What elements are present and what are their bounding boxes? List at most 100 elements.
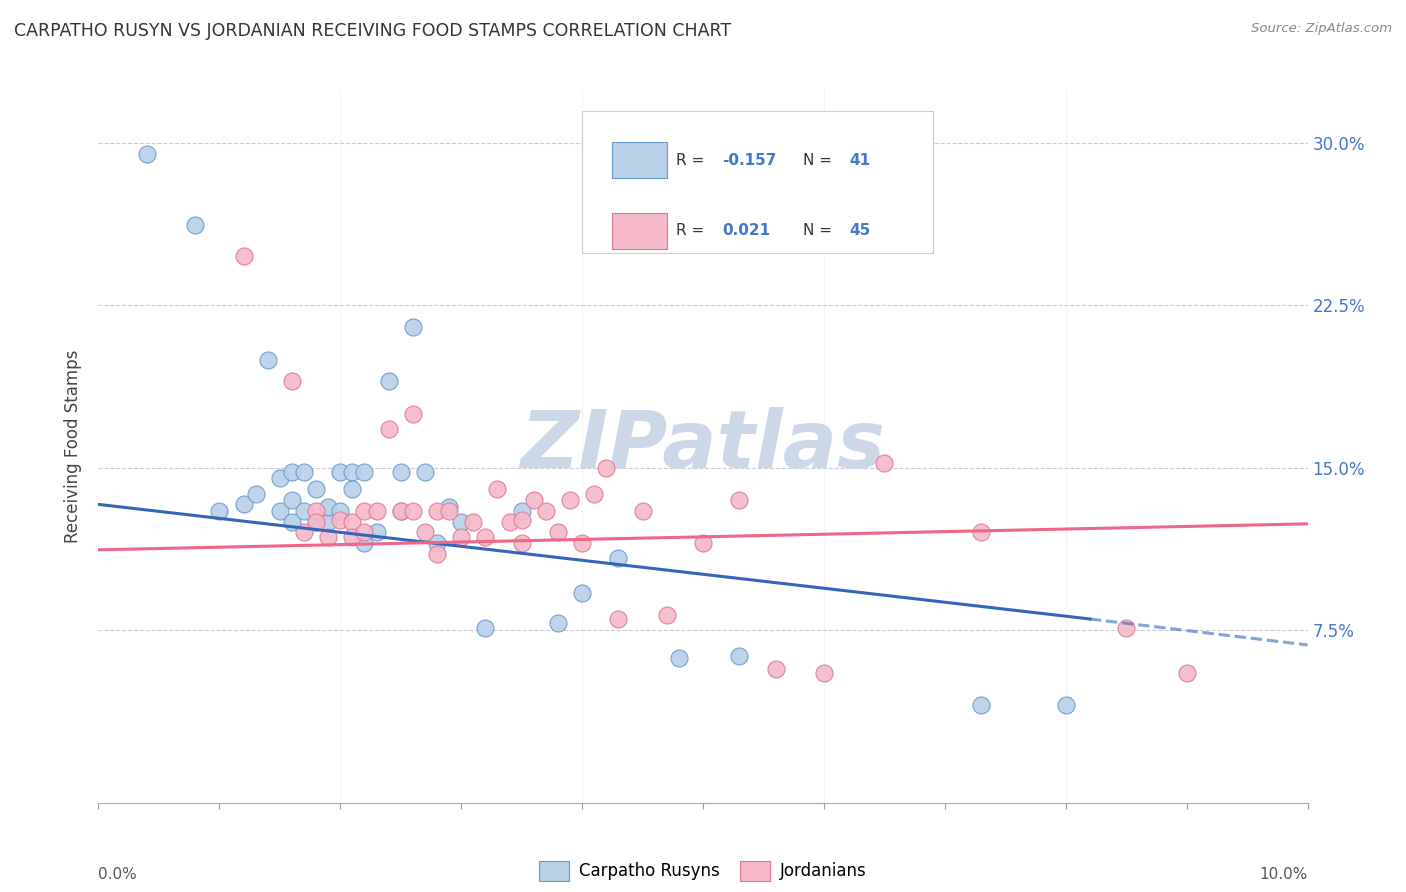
Point xyxy=(305,482,328,496)
Text: Source: ZipAtlas.com: Source: ZipAtlas.com xyxy=(1251,22,1392,36)
FancyBboxPatch shape xyxy=(613,142,666,178)
Point xyxy=(208,504,231,518)
Point xyxy=(292,465,315,479)
Point xyxy=(692,536,714,550)
Point xyxy=(450,530,472,544)
Point xyxy=(1054,698,1077,713)
Point xyxy=(292,525,315,540)
Point xyxy=(389,465,412,479)
Point xyxy=(413,525,436,540)
Point xyxy=(184,219,207,233)
Text: CARPATHO RUSYN VS JORDANIAN RECEIVING FOOD STAMPS CORRELATION CHART: CARPATHO RUSYN VS JORDANIAN RECEIVING FO… xyxy=(14,22,731,40)
Point xyxy=(135,147,157,161)
Point xyxy=(437,504,460,518)
Point xyxy=(486,482,509,496)
Point xyxy=(316,515,339,529)
Point xyxy=(377,374,399,388)
FancyBboxPatch shape xyxy=(613,213,666,249)
Point xyxy=(970,525,993,540)
Point xyxy=(342,530,364,544)
Point xyxy=(353,525,375,540)
Point xyxy=(571,536,593,550)
Point xyxy=(281,374,304,388)
Point xyxy=(232,249,254,263)
Point xyxy=(474,621,496,635)
Text: -0.157: -0.157 xyxy=(723,153,776,168)
Point xyxy=(402,320,425,334)
Point xyxy=(523,493,546,508)
Point xyxy=(426,547,449,561)
Point xyxy=(245,486,267,500)
Point xyxy=(366,504,388,518)
Point xyxy=(353,536,375,550)
Point xyxy=(813,666,835,681)
Point xyxy=(269,471,291,485)
Point xyxy=(873,456,896,470)
Point xyxy=(668,651,690,665)
Point xyxy=(269,504,291,518)
Point xyxy=(1115,621,1137,635)
Legend: Carpatho Rusyns, Jordanians: Carpatho Rusyns, Jordanians xyxy=(533,855,873,888)
Point xyxy=(595,460,617,475)
Point xyxy=(366,525,388,540)
Point xyxy=(970,698,993,713)
Point xyxy=(510,512,533,526)
Point xyxy=(305,515,328,529)
Point xyxy=(281,493,304,508)
Text: 45: 45 xyxy=(849,223,870,238)
Point xyxy=(316,530,339,544)
Text: ZIPatlas: ZIPatlas xyxy=(520,407,886,485)
Point xyxy=(547,616,569,631)
Point xyxy=(534,504,557,518)
Point xyxy=(389,504,412,518)
Point xyxy=(607,612,630,626)
Point xyxy=(305,504,328,518)
Point xyxy=(232,497,254,511)
Point xyxy=(1175,666,1198,681)
Point xyxy=(353,465,375,479)
Point xyxy=(377,422,399,436)
Point xyxy=(765,662,787,676)
Point xyxy=(329,504,352,518)
Point xyxy=(389,504,412,518)
Point xyxy=(342,465,364,479)
Text: 10.0%: 10.0% xyxy=(1260,867,1308,882)
Point xyxy=(413,465,436,479)
Point xyxy=(728,648,751,663)
Point xyxy=(305,515,328,529)
Point xyxy=(329,465,352,479)
Point xyxy=(655,607,678,622)
Point xyxy=(256,352,278,367)
Text: 0.021: 0.021 xyxy=(723,223,770,238)
Point xyxy=(510,536,533,550)
Point xyxy=(437,500,460,514)
Point xyxy=(728,493,751,508)
Point xyxy=(607,551,630,566)
Point xyxy=(402,504,425,518)
Point xyxy=(342,515,364,529)
Text: N =: N = xyxy=(803,153,837,168)
Text: 0.0%: 0.0% xyxy=(98,867,138,882)
Point xyxy=(571,586,593,600)
Text: 41: 41 xyxy=(849,153,870,168)
Point xyxy=(281,515,304,529)
Point xyxy=(316,500,339,514)
Point xyxy=(583,486,606,500)
Point xyxy=(450,515,472,529)
Point xyxy=(426,536,449,550)
Point xyxy=(558,493,581,508)
FancyBboxPatch shape xyxy=(582,111,932,253)
Text: R =: R = xyxy=(676,223,710,238)
Point xyxy=(631,504,654,518)
Point xyxy=(281,465,304,479)
Y-axis label: Receiving Food Stamps: Receiving Food Stamps xyxy=(65,350,83,542)
Text: N =: N = xyxy=(803,223,837,238)
Point xyxy=(474,530,496,544)
Point xyxy=(342,482,364,496)
Point xyxy=(498,515,520,529)
Point xyxy=(292,504,315,518)
Point xyxy=(402,407,425,421)
Point xyxy=(547,525,569,540)
Point xyxy=(463,515,485,529)
Point xyxy=(329,512,352,526)
